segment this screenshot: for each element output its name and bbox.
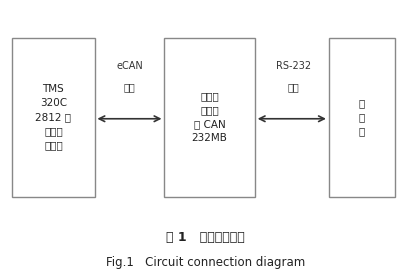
Text: RS-232: RS-232 [276, 61, 312, 70]
Text: TMS
320C
2812 嵌
入式控
制模板: TMS 320C 2812 嵌 入式控 制模板 [35, 84, 72, 150]
Text: 总线: 总线 [124, 82, 135, 92]
Text: 上
位
机: 上 位 机 [358, 98, 365, 136]
Bar [329, 38, 395, 197]
Text: eCAN: eCAN [116, 61, 143, 70]
Text: 图 1   电路连接框图: 图 1 电路连接框图 [166, 231, 245, 244]
Text: 智能协
议转换
器 CAN
232MB: 智能协 议转换 器 CAN 232MB [192, 91, 228, 143]
Bar [164, 38, 255, 197]
Bar [12, 38, 95, 197]
Text: Fig.1   Circuit connection diagram: Fig.1 Circuit connection diagram [106, 256, 305, 269]
Text: 总线: 总线 [288, 82, 300, 92]
